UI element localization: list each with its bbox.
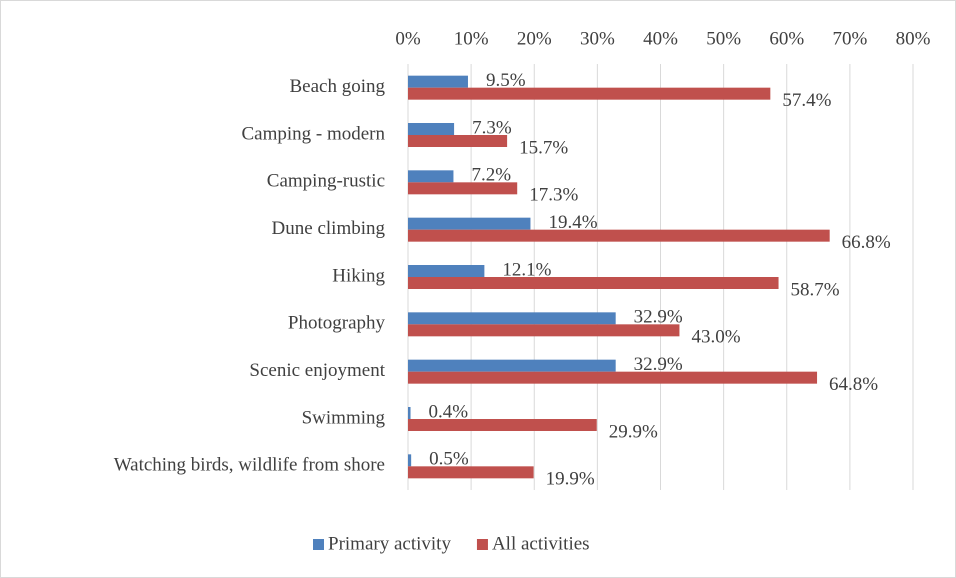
legend-swatch xyxy=(313,539,324,550)
bar xyxy=(408,454,412,467)
data-label: 12.1% xyxy=(502,259,551,280)
data-label: 66.8% xyxy=(842,232,891,253)
x-tick-label: 0% xyxy=(395,28,421,49)
bar xyxy=(408,123,455,135)
y-tick-label: Hiking xyxy=(332,265,385,286)
data-label: 19.9% xyxy=(546,469,595,490)
bar xyxy=(408,407,411,419)
data-label: 43.0% xyxy=(691,327,740,348)
x-tick-label: 20% xyxy=(517,28,552,49)
legend-label: Primary activity xyxy=(328,533,451,554)
x-tick-label: 70% xyxy=(832,28,867,49)
y-tick-label: Camping-rustic xyxy=(267,171,385,192)
data-label: 0.4% xyxy=(429,401,469,422)
y-tick-label: Scenic enjoyment xyxy=(249,360,385,381)
y-tick-label: Camping - modern xyxy=(241,123,385,144)
bar xyxy=(408,359,616,372)
bar xyxy=(408,170,454,183)
bar xyxy=(408,371,818,384)
data-label: 0.5% xyxy=(429,449,469,470)
bar xyxy=(408,229,830,242)
data-label: 7.3% xyxy=(472,117,512,138)
data-label: 57.4% xyxy=(782,90,831,111)
bar xyxy=(408,466,534,479)
x-tick-label: 60% xyxy=(769,28,804,49)
data-label: 32.9% xyxy=(634,307,683,328)
x-tick-label: 80% xyxy=(896,28,931,49)
data-label: 29.9% xyxy=(609,421,658,442)
bar xyxy=(408,182,518,195)
bar xyxy=(408,87,771,100)
legend-label: All activities xyxy=(492,533,590,554)
bar xyxy=(408,217,531,230)
y-tick-label: Beach going xyxy=(289,76,385,97)
y-tick-label: Swimming xyxy=(302,407,386,428)
x-tick-label: 50% xyxy=(706,28,741,49)
bar xyxy=(408,75,468,88)
data-label: 17.3% xyxy=(529,185,578,206)
x-tick-label: 10% xyxy=(454,28,489,49)
data-label: 7.2% xyxy=(471,165,511,186)
data-label: 19.4% xyxy=(548,212,597,233)
x-tick-label: 40% xyxy=(643,28,678,49)
data-label: 32.9% xyxy=(634,354,683,375)
legend-swatch xyxy=(476,539,488,550)
x-tick-label: 30% xyxy=(580,28,615,49)
bar xyxy=(408,419,597,431)
y-tick-label: Watching birds, wildlife from shore xyxy=(114,455,385,476)
data-label: 15.7% xyxy=(519,137,568,158)
y-tick-label: Dune climbing xyxy=(272,218,386,239)
bar xyxy=(408,324,680,337)
bar xyxy=(408,277,779,289)
data-label: 64.8% xyxy=(829,374,878,395)
data-label: 9.5% xyxy=(486,70,526,91)
bar xyxy=(408,312,616,325)
y-tick-label: Photography xyxy=(288,313,386,334)
bar xyxy=(408,265,485,277)
bar xyxy=(408,135,508,147)
data-label: 58.7% xyxy=(791,279,840,300)
